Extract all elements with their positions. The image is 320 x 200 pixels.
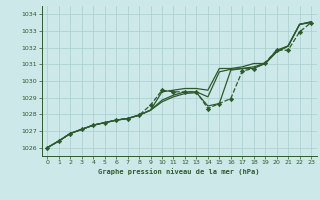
X-axis label: Graphe pression niveau de la mer (hPa): Graphe pression niveau de la mer (hPa) (99, 168, 260, 175)
